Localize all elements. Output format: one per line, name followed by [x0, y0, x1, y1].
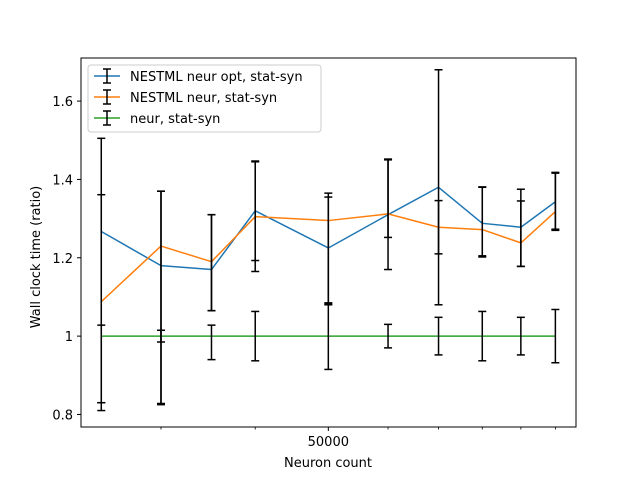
error-bar	[434, 69, 443, 306]
x-axis-label: Neuron count	[284, 456, 372, 471]
legend-label: NESTML neur, stat-syn	[130, 91, 277, 106]
error-bar	[478, 310, 487, 362]
error-bar	[478, 186, 487, 258]
error-bar	[384, 323, 393, 349]
y-tick-label: 1.2	[52, 252, 73, 267]
y-tick-label: 0.8	[52, 408, 73, 423]
legend-item: neur, stat-syn	[94, 110, 220, 127]
error-bar	[207, 213, 216, 312]
error-bar	[551, 171, 560, 230]
legend-box	[87, 64, 322, 133]
error-bar	[156, 329, 165, 406]
legend-item: NESTML neur, stat-syn	[94, 89, 277, 106]
legend-label: NESTML neur opt, stat-syn	[130, 70, 303, 85]
axes: 50000 0.8 1 1.2 1.4 1.6	[52, 57, 577, 450]
y-tick-label: 1.4	[52, 173, 73, 188]
legend-item: NESTML neur opt, stat-syn	[94, 68, 303, 85]
error-bar	[251, 160, 260, 273]
error-bar	[516, 316, 525, 356]
y-tick-label: 1	[65, 330, 73, 345]
error-bar	[516, 200, 525, 268]
plot-area	[97, 69, 560, 412]
series-line-2	[100, 210, 556, 303]
legend-label: neur, stat-syn	[130, 112, 220, 127]
error-bar	[551, 308, 560, 364]
error-bar	[251, 310, 260, 362]
series-line-1	[100, 186, 556, 271]
y-axis-label: Wall clock time (ratio)	[29, 186, 44, 329]
error-bar	[324, 303, 333, 371]
error-bar	[384, 158, 393, 239]
x-tick-label: 50000	[308, 435, 349, 450]
error-bar	[434, 199, 443, 255]
legend: NESTML neur opt, stat-syn NESTML neur, st…	[87, 64, 322, 133]
error-bar	[97, 324, 106, 412]
y-tick-label: 1.6	[52, 95, 73, 110]
error-bar	[207, 324, 216, 361]
error-bar	[434, 316, 443, 356]
